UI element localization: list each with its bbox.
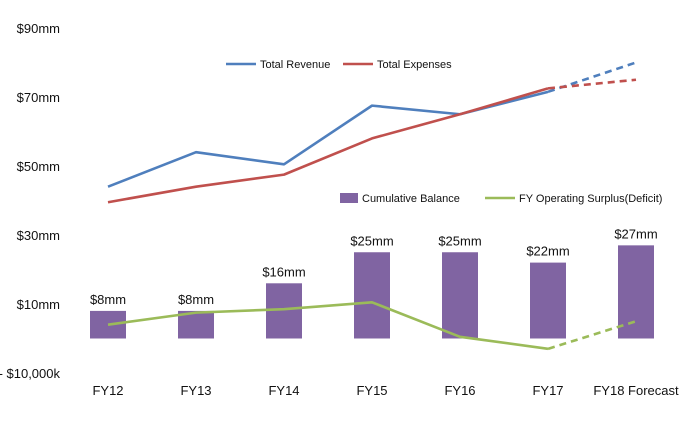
- bar-value-label: $22mm: [526, 244, 569, 259]
- legend-swatch: [340, 193, 358, 203]
- line-forecast-fy-operating-surplus-deficit-: [547, 320, 637, 351]
- legend-top: Total Revenue Total Expenses: [226, 59, 452, 71]
- y-tick-label: $90mm: [17, 21, 60, 36]
- y-tick-label: - $10,000k: [0, 366, 60, 381]
- x-tick-label: FY16: [444, 383, 475, 398]
- bar-value-label: $27mm: [614, 226, 657, 241]
- legend-bottom: Cumulative Balance FY Operating Surplus(D…: [340, 193, 662, 205]
- legend-label: FY Operating Surplus(Deficit): [519, 193, 662, 205]
- y-tick-label: $50mm: [17, 159, 60, 174]
- y-tick-label: $10mm: [17, 297, 60, 312]
- y-tick-label: $70mm: [17, 90, 60, 105]
- x-tick-label: FY13: [180, 383, 211, 398]
- lines-layer: [107, 61, 637, 351]
- x-tick-label: FY17: [532, 383, 563, 398]
- legend-label: Total Revenue: [260, 59, 330, 71]
- bar-cumulative-balance: [618, 245, 654, 339]
- line-total-expenses: [107, 87, 549, 204]
- bars-layer: $8mm $8mm $16mm $25mm $25mm $22mm $27mm: [90, 226, 658, 339]
- y-axis: $90mm $70mm $50mm $30mm $10mm - $10,000k: [0, 21, 60, 381]
- x-tick-label: FY12: [92, 383, 123, 398]
- x-tick-label: FY15: [356, 383, 387, 398]
- line-fy-operating-surplus-deficit-: [107, 300, 549, 351]
- bar-value-label: $25mm: [438, 233, 481, 248]
- legend-label: Total Expenses: [377, 59, 452, 71]
- bar-cumulative-balance: [354, 252, 390, 339]
- bar-value-label: $8mm: [90, 292, 126, 307]
- line-forecast-total-expenses: [547, 78, 637, 90]
- x-axis: FY12 FY13 FY14 FY15 FY16 FY17 FY18 Forecast: [92, 383, 679, 398]
- bar-value-label: $16mm: [262, 264, 305, 279]
- legend-label: Cumulative Balance: [362, 193, 460, 205]
- y-tick-label: $30mm: [17, 228, 60, 243]
- x-tick-label: FY18 Forecast: [593, 383, 679, 398]
- bar-cumulative-balance: [530, 262, 566, 339]
- bar-cumulative-balance: [442, 252, 478, 339]
- bar-value-label: $25mm: [350, 233, 393, 248]
- bar-value-label: $8mm: [178, 292, 214, 307]
- line-total-revenue: [107, 90, 549, 188]
- x-tick-label: FY14: [268, 383, 299, 398]
